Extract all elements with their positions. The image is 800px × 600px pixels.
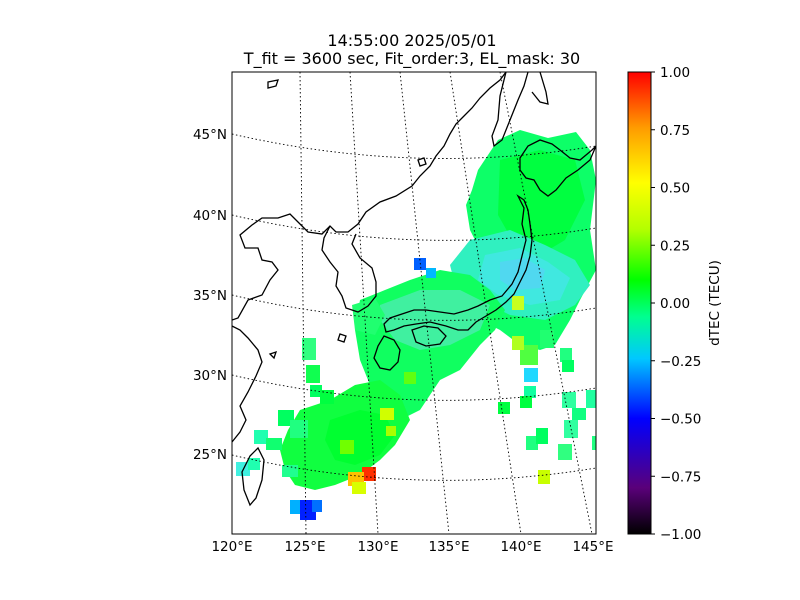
graticule — [232, 72, 596, 534]
colorbar: 1.00 0.75 0.50 0.25 0.00 −0.25 −0.50 −0.75 −1.00… — [627, 65, 723, 543]
lon-label: 120°E — [211, 539, 252, 555]
lon-label: 135°E — [428, 539, 469, 555]
meridian-125 — [299, 72, 307, 534]
colorbar-tick-label: 0.25 — [660, 238, 690, 254]
lat-label: 40°N — [193, 208, 227, 224]
lat-label: 45°N — [193, 127, 227, 143]
colorbar-tick-label: 0.50 — [660, 181, 690, 197]
lon-label: 125°E — [284, 539, 325, 555]
title-line-1: 14:55:00 2025/05/01 — [327, 31, 496, 50]
lat-label: 30°N — [193, 368, 227, 384]
colorbar-tick-label: −0.25 — [660, 354, 701, 370]
map-area — [232, 72, 596, 534]
meridian-130 — [349, 72, 379, 534]
lon-label: 130°E — [357, 539, 398, 555]
colorbar-ticks: 1.00 0.75 0.50 0.25 0.00 −0.25 −0.50 −0.75 −1.00 — [651, 65, 701, 543]
meridian-135 — [399, 72, 450, 534]
colorbar-tick-label: 1.00 — [660, 65, 690, 81]
lon-label: 140°E — [500, 539, 541, 555]
map-frame — [231, 71, 597, 535]
colorbar-label: dTEC (TECU) — [707, 260, 723, 346]
dtec-field — [236, 130, 596, 520]
lat-label: 25°N — [193, 447, 227, 463]
meridian-145 — [499, 72, 593, 534]
lat-label: 35°N — [193, 288, 227, 304]
lon-label: 145°E — [572, 539, 613, 555]
coastlines — [232, 72, 596, 507]
colorbar-gradient — [627, 71, 652, 535]
title-line-2: T_fit = 3600 sec, Fit_order:3, EL_mask: … — [243, 49, 580, 69]
colorbar-tick-label: 0.00 — [660, 296, 690, 312]
colorbar-tick-label: −0.75 — [660, 469, 701, 485]
colorbar-tick-label: −1.00 — [660, 527, 701, 543]
longitude-labels: 120°E 125°E 130°E 135°E 140°E 145°E — [211, 539, 613, 555]
latitude-labels: 25°N 30°N 35°N 40°N 45°N — [193, 127, 227, 463]
colorbar-tick-label: 0.75 — [660, 123, 690, 139]
colorbar-tick-label: −0.50 — [660, 412, 701, 428]
